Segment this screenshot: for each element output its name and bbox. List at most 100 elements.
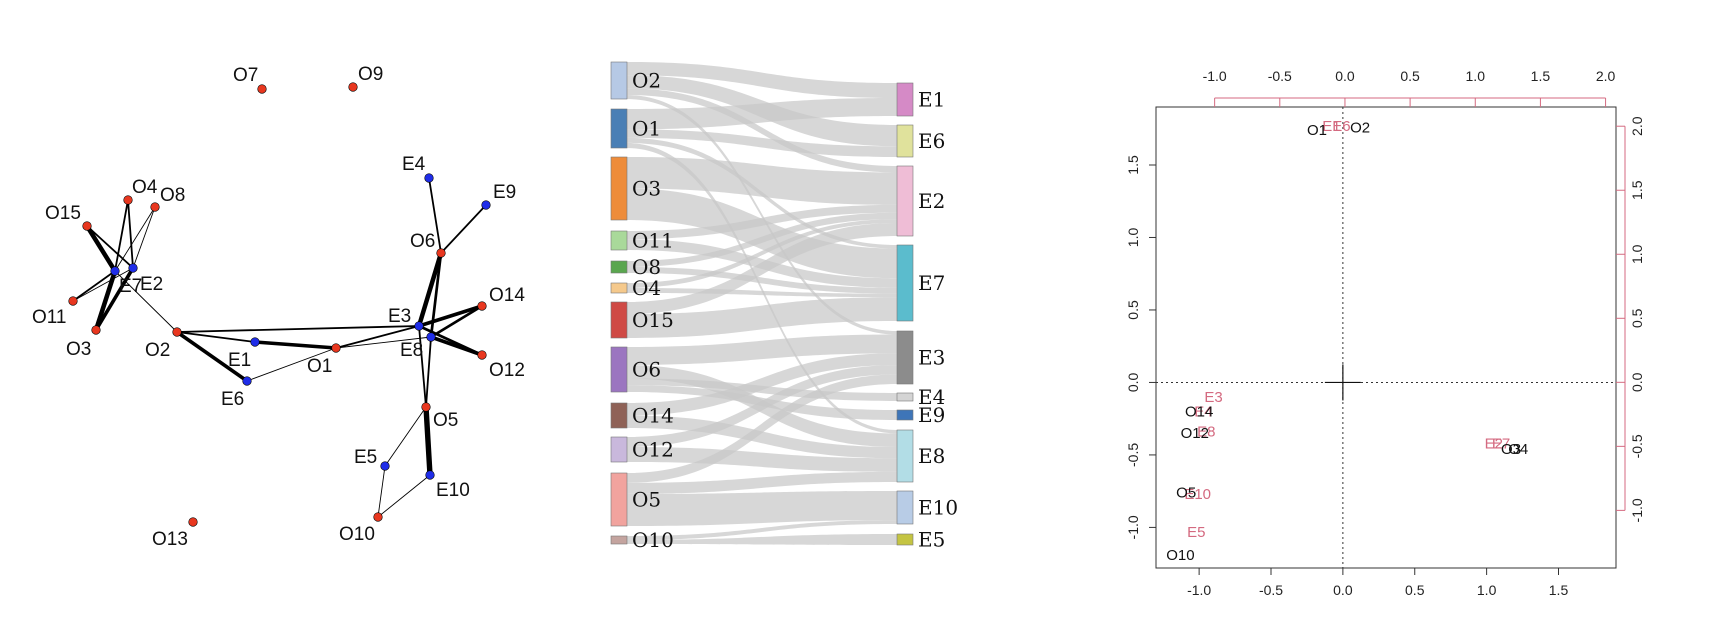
sankey-left-node-O4 bbox=[610, 282, 628, 294]
sankey-left-label-O4: O4 bbox=[632, 276, 661, 300]
sankey-right-node-E4 bbox=[896, 392, 914, 402]
sankey-flow-O14-E8 bbox=[626, 415, 897, 459]
network-edge-O12-E8 bbox=[429, 335, 484, 357]
sankey-flow-O2-E3 bbox=[626, 95, 897, 335]
network-node-label-E6: E6 bbox=[221, 389, 244, 410]
network-edge-O1-E8 bbox=[335, 336, 432, 349]
network-node-O7 bbox=[257, 84, 267, 94]
sankey-flow-O10-E10 bbox=[626, 520, 897, 540]
network-node-label-O7: O7 bbox=[233, 65, 258, 86]
network-edge-E6-O1 bbox=[246, 347, 337, 382]
network-edge-O5-E10 bbox=[423, 404, 433, 478]
biplot-top-tick-label-3: 0.5 bbox=[1400, 68, 1420, 84]
biplot-column-point-E5: E5 bbox=[1187, 524, 1205, 541]
biplot-top-tick-label-0: -1.0 bbox=[1203, 68, 1227, 84]
sankey-right-node-E3 bbox=[896, 330, 914, 385]
sankey-left-node-O2 bbox=[610, 61, 628, 100]
network-node-E5 bbox=[380, 461, 390, 471]
biplot-bottom-tick-label-3: 0.5 bbox=[1405, 582, 1425, 598]
sankey-left-node-O15 bbox=[610, 301, 628, 339]
sankey-flow-O5-E10 bbox=[626, 491, 897, 526]
network-node-label-O15: O15 bbox=[45, 203, 81, 224]
sankey-flow-O1-E1 bbox=[626, 98, 897, 130]
biplot-bottom-tick-label-5: 1.5 bbox=[1549, 582, 1569, 598]
network-node-label-E4: E4 bbox=[402, 154, 426, 175]
biplot-left-tick-label-1: -0.5 bbox=[1125, 443, 1141, 467]
biplot-top-tick-label-4: 1.0 bbox=[1466, 68, 1486, 84]
biplot-left-tick-label-2: 0.0 bbox=[1125, 372, 1141, 392]
correspondence-biplot-panel: -1.0 -0.5 0.0 0.5 1.0 1.5 -1.0 -0.5 0.0 0.5 1.0 1.5… bbox=[1060, 0, 1712, 624]
network-edge-O11-E2 bbox=[72, 267, 134, 302]
network-node-O4 bbox=[123, 195, 133, 205]
biplot-row-point-O3: O3 bbox=[1501, 441, 1521, 458]
sankey-flow-O4-E2 bbox=[626, 219, 897, 288]
biplot-top-tick-label-6: 2.0 bbox=[1596, 68, 1616, 84]
network-node-label-O11: O11 bbox=[32, 307, 67, 328]
network-edge-E4-O6 bbox=[428, 177, 442, 254]
network-node-O12 bbox=[477, 350, 487, 360]
sankey-flow-O12-E3 bbox=[626, 365, 897, 447]
biplot-top-tick-label-2: 0.0 bbox=[1335, 68, 1355, 84]
network-node-E6 bbox=[242, 376, 252, 386]
network-edge-O2-E1 bbox=[176, 331, 256, 343]
sankey-flow-O15-E7 bbox=[626, 297, 897, 338]
biplot-right-tick-label-5: 1.5 bbox=[1629, 180, 1645, 200]
network-edge-O8-E2 bbox=[132, 206, 156, 269]
sankey-right-label-E2: E2 bbox=[918, 189, 945, 213]
sankey-flow-O2-E2 bbox=[626, 88, 897, 173]
network-node-E10 bbox=[425, 470, 435, 480]
network-node-O1 bbox=[331, 343, 341, 353]
sankey-flow-O12-E8 bbox=[626, 447, 897, 472]
sankey-flow-O3-E7 bbox=[626, 188, 897, 279]
network-edge-O15-E7 bbox=[84, 223, 118, 274]
network-node-O2 bbox=[172, 327, 182, 337]
sankey-left-label-O12: O12 bbox=[632, 438, 674, 462]
biplot-left-tick-label-5: 1.5 bbox=[1125, 155, 1141, 175]
sankey-flow-O1-E6 bbox=[626, 129, 897, 157]
biplot-column-point-E10: E10 bbox=[1184, 486, 1211, 503]
sankey-left-node-O5 bbox=[610, 472, 628, 527]
sankey-right-label-E8: E8 bbox=[918, 444, 945, 468]
network-node-label-E2: E2 bbox=[140, 274, 163, 295]
biplot-column-point-E7: E7 bbox=[1492, 435, 1510, 452]
network-edge-O11-E7 bbox=[72, 270, 116, 302]
sankey-left-node-O3 bbox=[610, 156, 628, 221]
sankey-left-label-O3: O3 bbox=[632, 177, 661, 201]
sankey-left-node-O12 bbox=[610, 436, 628, 463]
network-edge-O6-E3 bbox=[416, 250, 444, 329]
sankey-left-label-O2: O2 bbox=[632, 69, 661, 93]
sankey-flow-O11-E2 bbox=[626, 204, 897, 240]
sankey-flow-O14-E3 bbox=[626, 353, 897, 416]
network-node-E4 bbox=[424, 173, 434, 183]
network-node-O14 bbox=[477, 301, 487, 311]
network-edge-O14-E3 bbox=[417, 304, 484, 328]
biplot-top-tick-label-1: -0.5 bbox=[1268, 68, 1292, 84]
network-node-O3 bbox=[91, 325, 101, 335]
network-node-label-O12: O12 bbox=[489, 360, 525, 381]
biplot-bottom-tick-label-4: 1.0 bbox=[1477, 582, 1497, 598]
sankey-right-label-E4: E4 bbox=[918, 385, 945, 409]
biplot-right-tick-label-4: 1.0 bbox=[1629, 244, 1645, 264]
sankey-left-node-O14 bbox=[610, 402, 628, 429]
network-edges bbox=[72, 177, 487, 518]
sankey-flow-O6-E3 bbox=[626, 334, 897, 365]
network-edge-O3-E2 bbox=[94, 266, 135, 332]
sankey-flow-O4-E7 bbox=[626, 288, 897, 298]
sankey-right-node-E1 bbox=[896, 82, 914, 117]
biplot-row-point-O10: O10 bbox=[1166, 547, 1194, 564]
sankey-right-label-E3: E3 bbox=[918, 346, 945, 370]
network-node-label-E1: E1 bbox=[228, 350, 251, 371]
sankey-left-node-O11 bbox=[610, 230, 628, 251]
network-node-label-E7: E7 bbox=[119, 276, 142, 297]
bipartite-network-panel: O7 O9 O4 O8 O15 E7 E2 O11 O3 O2 E1 E6 O1 E4 E9 O6 E3 E8 O1… bbox=[0, 0, 610, 624]
biplot-row-point-O2: O2 bbox=[1350, 119, 1370, 136]
sankey-right-node-E6 bbox=[896, 124, 914, 158]
network-node-label-O4: O4 bbox=[132, 177, 158, 198]
biplot-top-tick-label-5: 1.5 bbox=[1531, 68, 1551, 84]
sankey-flow-O8-E7 bbox=[626, 267, 897, 294]
network-edge-O3-E7 bbox=[93, 268, 118, 333]
network-edge-O5-E8 bbox=[425, 336, 432, 408]
sankey-left-label-O8: O8 bbox=[632, 255, 661, 279]
biplot-column-point-E8: E8 bbox=[1197, 424, 1215, 441]
